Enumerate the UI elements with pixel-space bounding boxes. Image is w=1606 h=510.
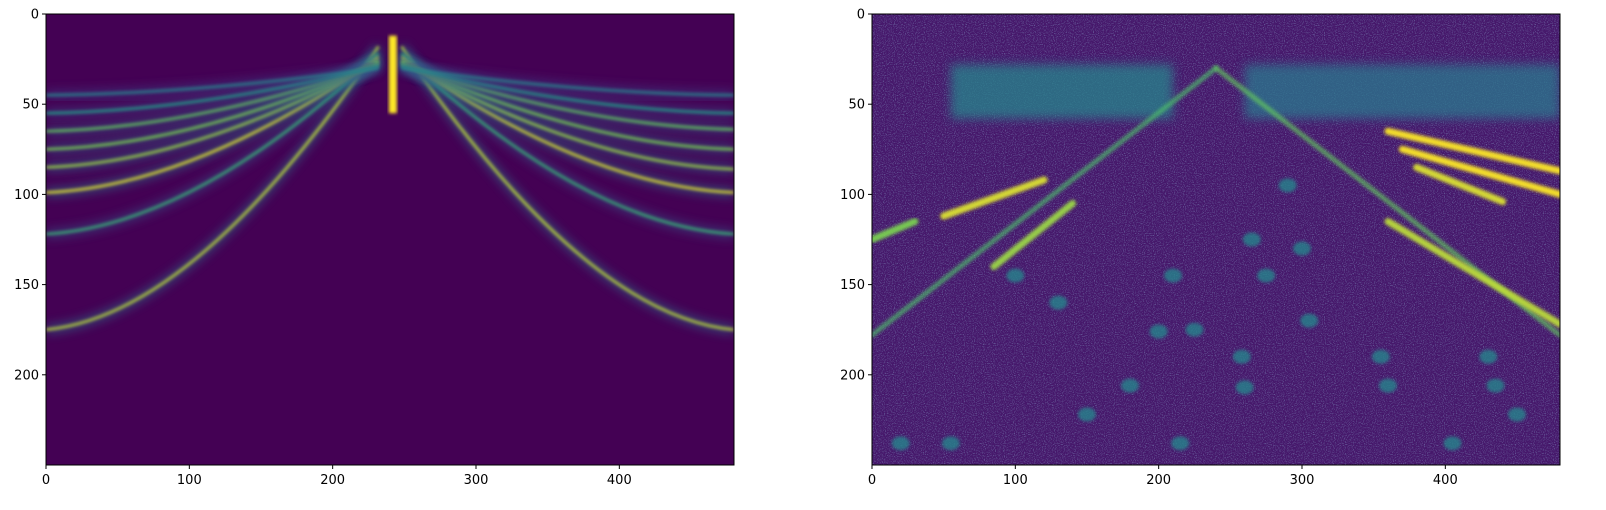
speckle-blob	[1479, 349, 1498, 364]
speckle-blob	[1242, 232, 1261, 247]
speckle-blob	[1121, 378, 1139, 393]
heatmap-panel-right: 0 100 200 300 400 0 50 100 150 200	[840, 8, 1561, 488]
x-tick-label: 300	[464, 473, 489, 488]
y-tick-label: 0	[31, 8, 39, 23]
x-tick-label: 300	[1290, 473, 1315, 488]
heatmap-features-right	[872, 14, 1560, 465]
y-tick-label: 150	[14, 278, 39, 293]
arc-left	[46, 52, 380, 236]
speckle-blob	[1257, 268, 1276, 283]
cone-edge	[872, 65, 1219, 338]
x-tick-label: 100	[1003, 473, 1028, 488]
speckle-blob	[1171, 436, 1190, 451]
speckle-blob	[1078, 407, 1096, 422]
x-tick-label: 0	[868, 473, 876, 488]
arc-right	[400, 52, 734, 236]
y-tick-label: 200	[840, 368, 865, 383]
x-axis-ticks-right: 0 100 200 300 400	[868, 465, 1458, 488]
speckle-blob	[1293, 241, 1311, 256]
speckle-blob	[1235, 380, 1254, 395]
y-tick-label: 50	[22, 98, 39, 113]
y-tick-label: 0	[857, 8, 865, 23]
bright-stroke	[1398, 145, 1560, 198]
bright-stroke	[940, 176, 1048, 220]
speckle-blob	[1278, 178, 1297, 193]
heatmap-features-left	[46, 35, 734, 335]
speckle-blob	[891, 436, 910, 451]
speckle-blob	[1006, 268, 1025, 283]
speckle-blob	[1371, 349, 1390, 364]
x-tick-label: 100	[177, 473, 202, 488]
arc-left	[46, 66, 379, 97]
speckle-blob	[1443, 436, 1462, 451]
y-axis-ticks-right: 0 50 100 150 200	[840, 8, 872, 383]
speckle-blob	[1379, 378, 1397, 393]
speckle-blob	[1300, 313, 1319, 328]
bright-stroke	[1413, 163, 1507, 206]
y-tick-label: 200	[14, 368, 39, 383]
speckle-blob	[1486, 378, 1505, 393]
speckle-blob	[1508, 407, 1526, 422]
arc-left	[46, 45, 380, 331]
y-axis-ticks-left: 0 50 100 150 200	[14, 8, 46, 383]
x-tick-label: 400	[1433, 473, 1458, 488]
arc-right	[401, 66, 734, 97]
y-tick-label: 100	[14, 188, 39, 203]
x-tick-label: 400	[607, 473, 632, 488]
x-tick-label: 200	[1146, 473, 1171, 488]
bright-stroke	[872, 217, 919, 243]
x-tick-label: 0	[42, 473, 50, 488]
speckle-blob	[1049, 295, 1068, 310]
y-tick-label: 50	[848, 98, 865, 113]
speckle-blob	[1149, 324, 1168, 339]
x-tick-label: 200	[320, 473, 345, 488]
bright-band	[1244, 64, 1560, 119]
axes-frame-left	[45, 13, 735, 466]
vertical-streak	[388, 35, 397, 114]
x-axis-ticks-left: 0 100 200 300 400	[42, 465, 632, 488]
y-tick-label: 150	[840, 278, 865, 293]
heatmap-panel-left: 0 100 200 300 400 0 50 100 150 200	[14, 8, 735, 488]
bright-band	[950, 64, 1173, 119]
bright-stroke	[1384, 217, 1560, 328]
speckle-blob	[1232, 349, 1251, 364]
arc-right	[400, 45, 734, 331]
speckle-blob	[1164, 268, 1182, 283]
bright-stroke	[990, 199, 1077, 271]
y-tick-label: 100	[840, 188, 865, 203]
bright-stroke	[1384, 127, 1560, 175]
speckle-blob	[1185, 322, 1204, 337]
axes-frame-right	[871, 13, 1561, 466]
speckle-blob	[941, 436, 960, 451]
